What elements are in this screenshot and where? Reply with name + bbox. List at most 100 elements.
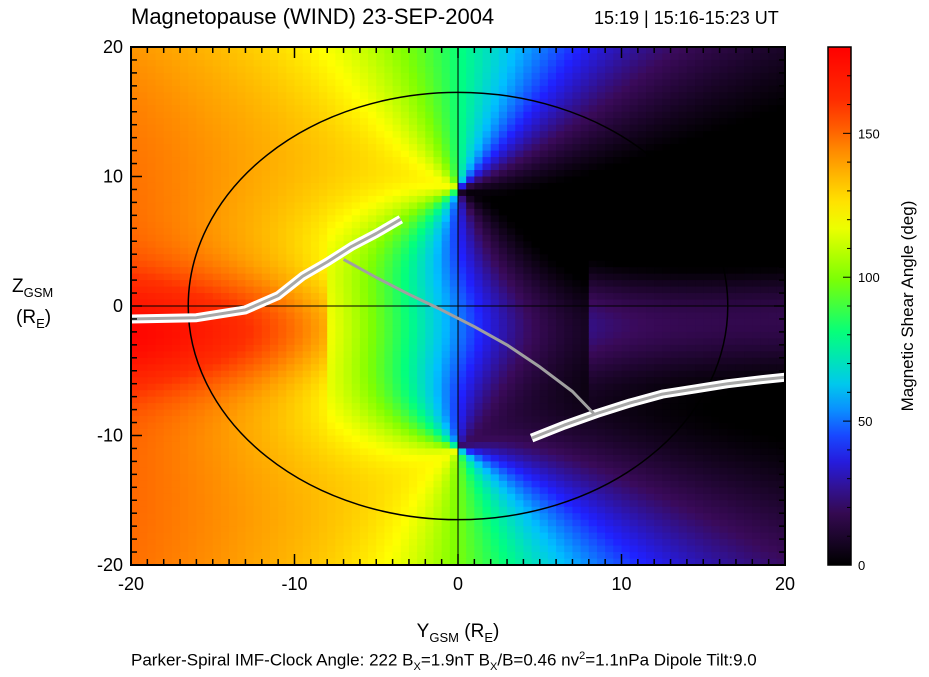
heatmap-cell [237, 474, 247, 482]
heatmap-cell [392, 105, 402, 113]
heatmap-cell [523, 448, 533, 456]
heatmap-cell [629, 506, 639, 514]
heatmap-cell [131, 286, 140, 294]
heatmap-cell [212, 416, 222, 424]
heatmap-cell [408, 552, 418, 560]
heatmap-cell [384, 293, 394, 301]
heatmap-cell [433, 85, 443, 93]
heatmap-cell [147, 137, 157, 145]
heatmap-cell [539, 124, 549, 132]
heatmap-cell [351, 338, 361, 346]
heatmap-cell [237, 47, 247, 55]
heatmap-cell [458, 506, 467, 514]
heatmap-cell [498, 403, 508, 411]
heatmap-cell [376, 137, 386, 145]
heatmap-cell [482, 208, 492, 216]
heatmap-cell [556, 254, 565, 262]
heatmap-cell [613, 47, 623, 55]
heatmap-cell [278, 526, 287, 534]
heatmap-cell [196, 383, 206, 391]
heatmap-cell [498, 286, 508, 294]
heatmap-cell [139, 519, 148, 527]
heatmap-cell [498, 66, 508, 74]
heatmap-cell [368, 532, 377, 540]
heatmap-cell [294, 396, 304, 404]
heatmap-cell [449, 409, 459, 417]
heatmap-cell [613, 293, 623, 301]
heatmap-cell [458, 293, 467, 301]
heatmap-cell [482, 416, 492, 424]
heatmap-cell [294, 182, 304, 191]
heatmap-cell [368, 318, 377, 327]
heatmap-cell [278, 403, 287, 411]
heatmap-cell [376, 545, 386, 553]
heatmap-cell [458, 461, 467, 469]
heatmap-cell [531, 254, 541, 262]
heatmap-cell [621, 558, 631, 565]
heatmap-cell [302, 435, 312, 443]
heatmap-cell [605, 234, 614, 242]
heatmap-cell [613, 344, 623, 352]
heatmap-cell [556, 66, 565, 74]
heatmap-cell [310, 280, 320, 288]
heatmap-cell [629, 331, 639, 339]
heatmap-cell [294, 215, 304, 223]
heatmap-cell [482, 163, 492, 171]
heatmap-cell [196, 267, 206, 275]
heatmap-cell [474, 293, 484, 301]
heatmap-cell [319, 195, 328, 203]
heatmap-cell [466, 124, 475, 132]
heatmap-cell [237, 383, 247, 391]
heatmap-cell [417, 150, 426, 158]
heatmap-cell [425, 202, 435, 210]
heatmap-cell [269, 53, 279, 61]
heatmap-cell [417, 85, 426, 93]
heatmap-cell [449, 105, 459, 113]
heatmap-cell [588, 441, 598, 450]
heatmap-cell [400, 111, 410, 119]
heatmap-cell [237, 506, 247, 514]
heatmap-cell [269, 157, 279, 165]
heatmap-cell [588, 383, 598, 391]
heatmap-cell [253, 72, 263, 80]
heatmap-cell [547, 144, 557, 152]
heatmap-cell [286, 454, 296, 462]
heatmap-cell [343, 208, 353, 216]
heatmap-cell [188, 208, 197, 216]
heatmap-cell [417, 558, 426, 565]
heatmap-cell [343, 66, 353, 74]
heatmap-cell [196, 131, 206, 139]
heatmap-cell [458, 157, 467, 165]
heatmap-cell [229, 403, 238, 411]
heatmap-cell [588, 461, 598, 469]
heatmap-cell [474, 396, 484, 404]
heatmap-cell [556, 286, 565, 294]
heatmap-cell [637, 170, 647, 178]
heatmap-cell [147, 364, 157, 372]
heatmap-cell [319, 383, 328, 391]
heatmap-cell [302, 280, 312, 288]
heatmap-cell [596, 338, 606, 346]
heatmap-cell [310, 85, 320, 93]
heatmap-cell [245, 228, 255, 236]
heatmap-cell [204, 558, 214, 565]
heatmap-cell [139, 293, 148, 301]
heatmap-cell [131, 344, 140, 352]
heatmap-cell [490, 53, 500, 61]
heatmap-cell [253, 448, 263, 456]
heatmap-cell [523, 318, 533, 327]
heatmap-cell [359, 370, 369, 378]
heatmap-cell [351, 532, 361, 540]
heatmap-cell [474, 254, 484, 262]
heatmap-cell [564, 429, 574, 437]
heatmap-cell [596, 474, 606, 482]
heatmap-cell [408, 234, 418, 242]
heatmap-cell [466, 144, 475, 152]
heatmap-cell [433, 351, 443, 359]
heatmap-cell [637, 215, 647, 223]
heatmap-cell [302, 383, 312, 391]
heatmap-cell [613, 552, 623, 560]
heatmap-cell [466, 85, 475, 93]
heatmap-cell [196, 506, 206, 514]
heatmap-cell [613, 416, 623, 424]
